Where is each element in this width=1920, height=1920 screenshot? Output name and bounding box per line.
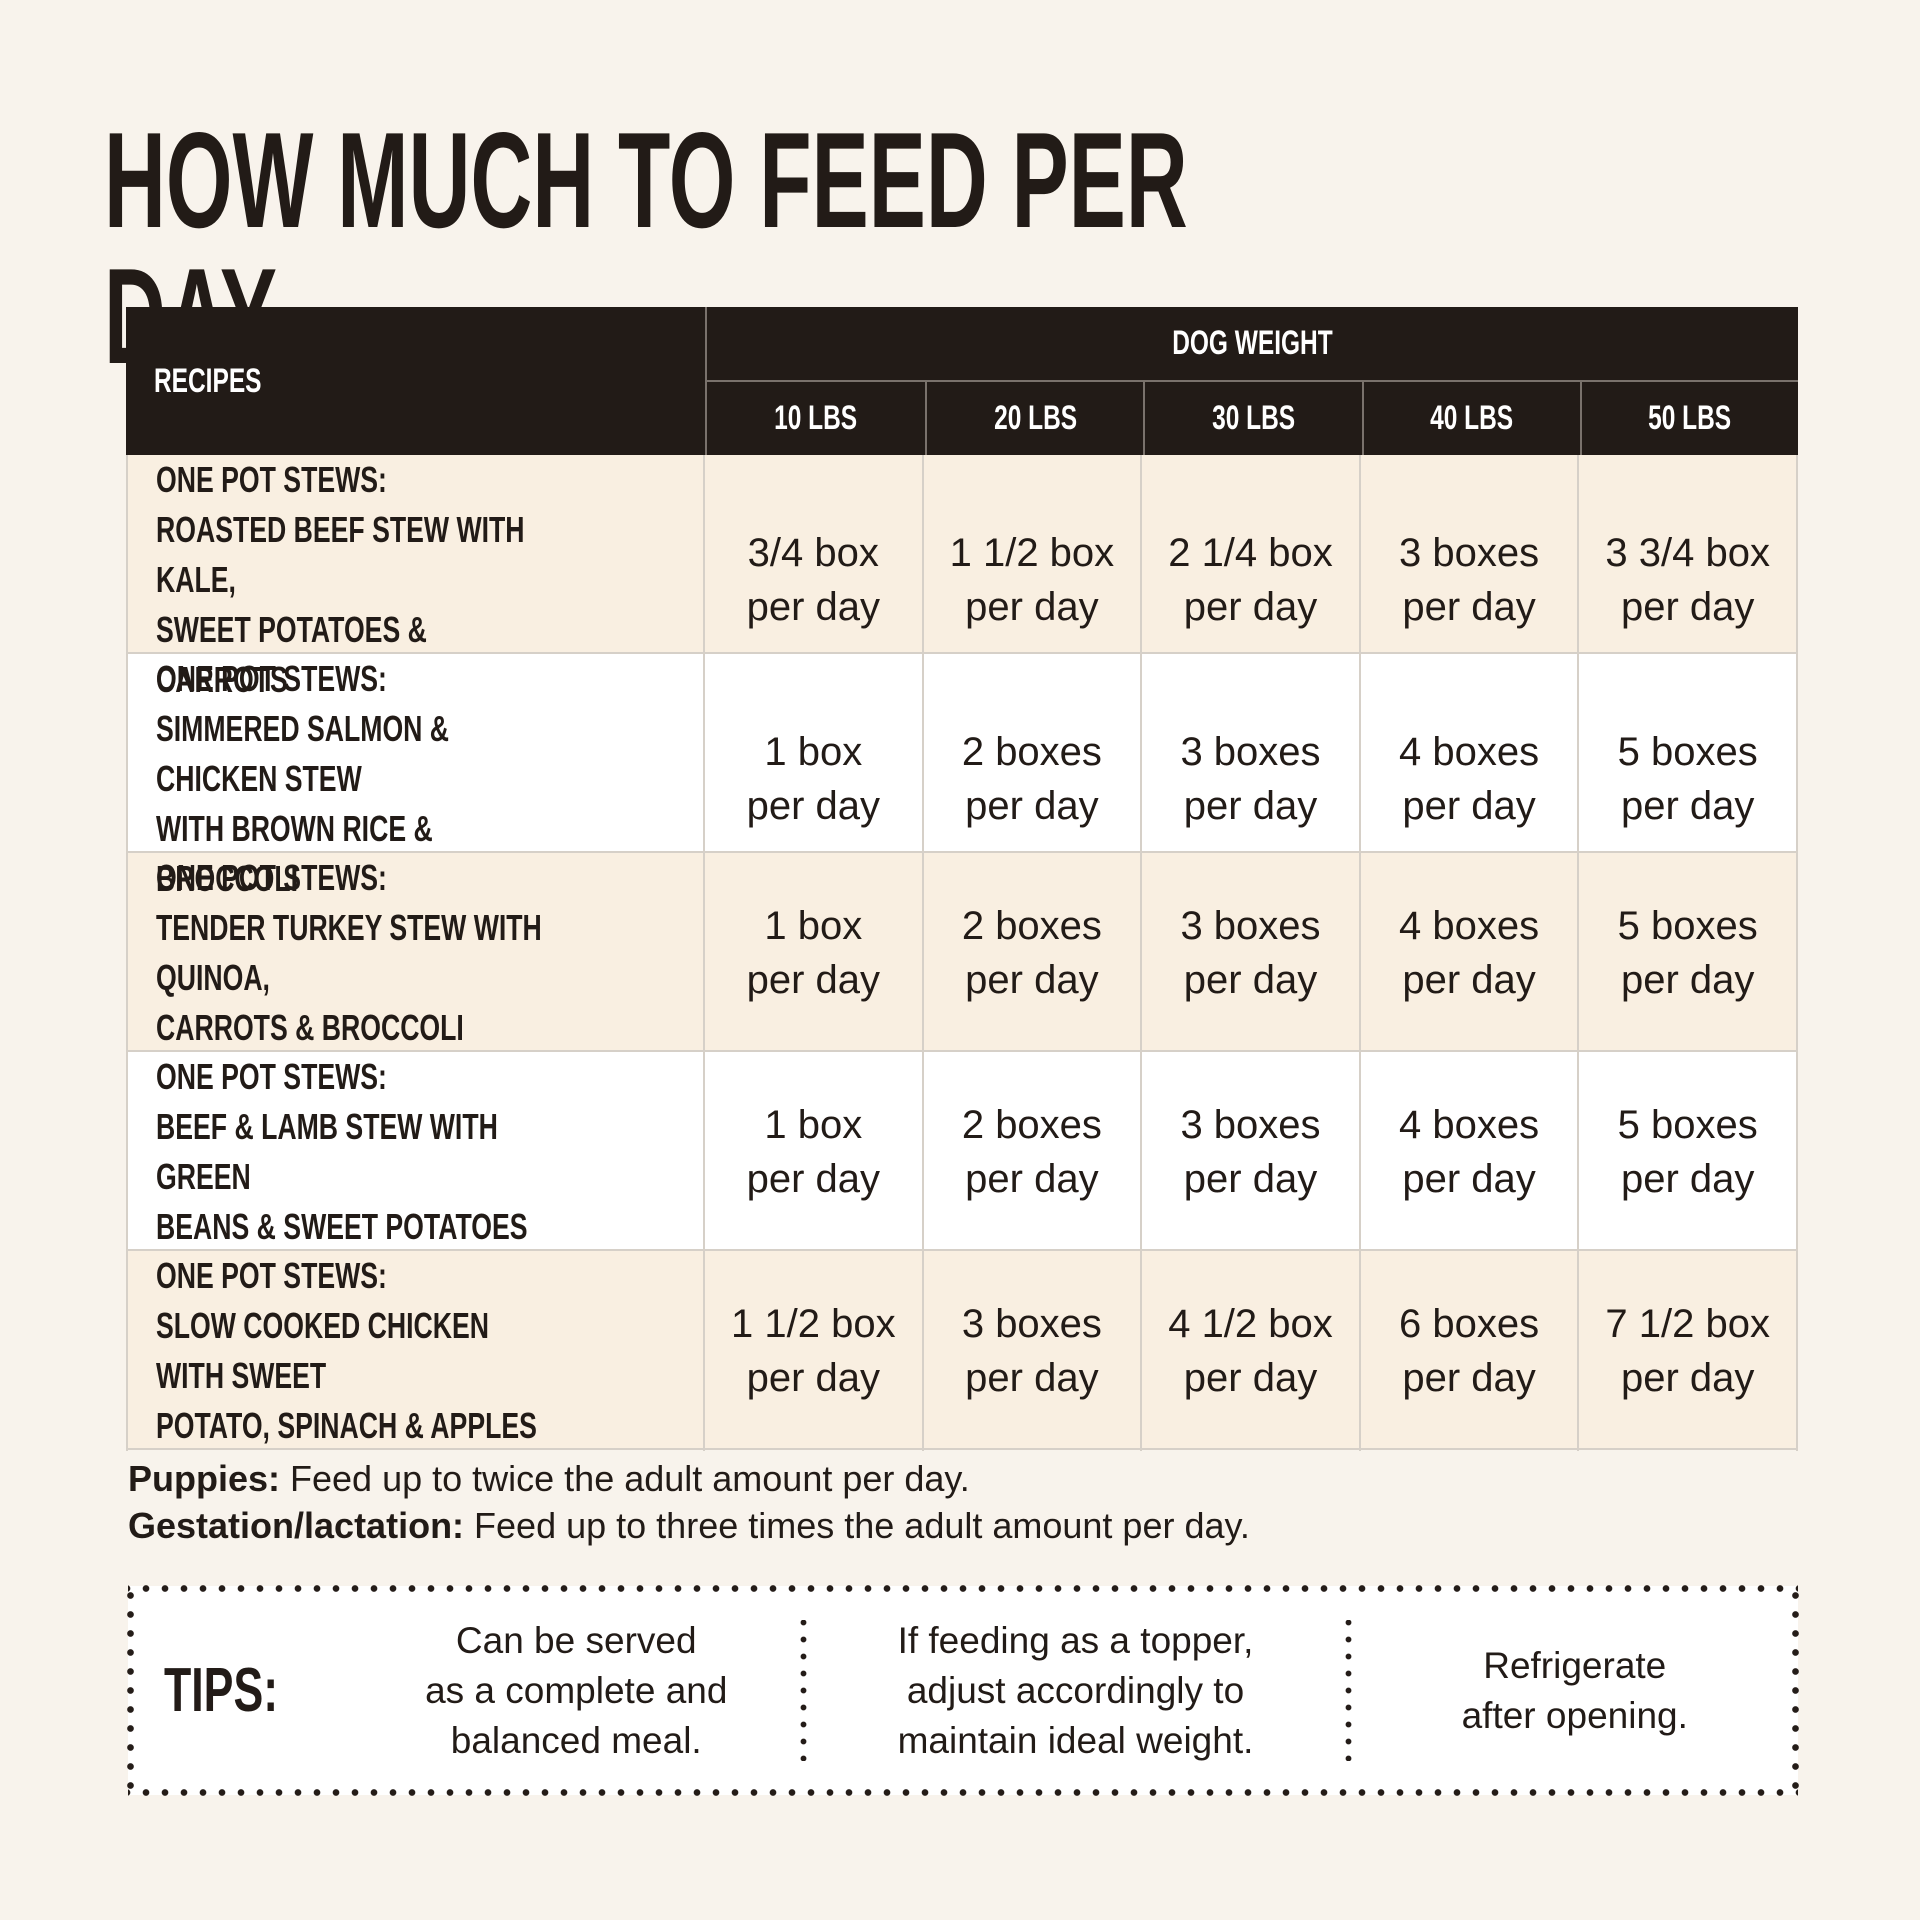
- weight-col-header-20lbs: 20 LBS: [925, 382, 1143, 455]
- value-cell: 1 1/2 box per day: [705, 1251, 924, 1451]
- table-header: RECIPES DOG WEIGHT 10 LBS 20 LBS 30 LBS …: [126, 307, 1798, 455]
- value-cell: 4 boxes per day: [1361, 654, 1580, 904]
- value-cell: 2 boxes per day: [924, 654, 1143, 904]
- note-gestation: Gestation/lactation: Feed up to three ti…: [128, 1502, 1250, 1549]
- value-cell: 4 1/2 box per day: [1142, 1251, 1361, 1451]
- value-cell: 6 boxes per day: [1361, 1251, 1580, 1451]
- tips-content: TIPS: Can be served as a complete and ba…: [128, 1586, 1798, 1795]
- dog-weight-group: DOG WEIGHT 10 LBS 20 LBS 30 LBS 40 LBS 5…: [705, 307, 1798, 455]
- table-row: ONE POT STEWS: TENDER TURKEY STEW WITH Q…: [126, 853, 1798, 1053]
- value-cell: 4 boxes per day: [1361, 853, 1580, 1053]
- table-row: ONE POT STEWS: BEEF & LAMB STEW WITH GRE…: [126, 1052, 1798, 1252]
- note-gestation-label: Gestation/lactation:: [128, 1505, 465, 1546]
- weight-col-header-30lbs: 30 LBS: [1143, 382, 1361, 455]
- note-puppies-label: Puppies:: [128, 1458, 281, 1499]
- value-cell: 3 boxes per day: [1142, 654, 1361, 904]
- tip-topper: If feeding as a topper, adjust according…: [897, 1619, 1254, 1761]
- feeding-notes: Puppies: Feed up to twice the adult amou…: [128, 1455, 1250, 1549]
- dotted-border-right: [1792, 1586, 1799, 1795]
- weight-column-headers: 10 LBS 20 LBS 30 LBS 40 LBS 50 LBS: [707, 382, 1798, 455]
- dotted-border-left: [127, 1586, 134, 1795]
- note-puppies-text: Feed up to twice the adult amount per da…: [280, 1458, 970, 1499]
- value-cell: 2 1/4 box per day: [1142, 455, 1361, 705]
- weight-col-header-40lbs: 40 LBS: [1361, 382, 1580, 455]
- dotted-border-bottom: [128, 1789, 1798, 1796]
- tips-divider: [799, 1620, 807, 1761]
- value-cell: 5 boxes per day: [1579, 1052, 1798, 1252]
- recipes-column-header: RECIPES: [154, 361, 262, 400]
- value-cell: 3 boxes per day: [1361, 455, 1580, 705]
- value-cell: 7 1/2 box per day: [1579, 1251, 1798, 1451]
- recipe-cell: ONE POT STEWS: BEEF & LAMB STEW WITH GRE…: [126, 1052, 705, 1252]
- value-cell: 3 boxes per day: [924, 1251, 1143, 1451]
- value-cell: 1 1/2 box per day: [924, 455, 1143, 705]
- tips-label: TIPS:: [164, 1656, 279, 1725]
- value-cell: 3/4 box per day: [705, 455, 924, 705]
- dog-weight-group-header: DOG WEIGHT: [707, 307, 1798, 382]
- value-cell: 1 box per day: [705, 1052, 924, 1252]
- tip-complete-meal: Can be served as a complete and balanced…: [425, 1619, 728, 1761]
- value-cell: 2 boxes per day: [924, 853, 1143, 1053]
- value-cell: 5 boxes per day: [1579, 853, 1798, 1053]
- recipe-cell: ONE POT STEWS: SLOW COOKED CHICKEN WITH …: [126, 1251, 705, 1451]
- value-cell: 3 boxes per day: [1142, 1052, 1361, 1252]
- value-cell: 2 boxes per day: [924, 1052, 1143, 1252]
- note-gestation-text: Feed up to three times the adult amount …: [464, 1505, 1250, 1546]
- tips-box: TIPS: Can be served as a complete and ba…: [127, 1585, 1799, 1796]
- note-puppies: Puppies: Feed up to twice the adult amou…: [128, 1455, 1250, 1502]
- value-cell: 1 box per day: [705, 853, 924, 1053]
- dotted-border-top: [128, 1585, 1798, 1592]
- value-cell: 3 boxes per day: [1142, 853, 1361, 1053]
- table-row: ONE POT STEWS: ROASTED BEEF STEW WITH KA…: [126, 455, 1798, 705]
- table-row: ONE POT STEWS: SLOW COOKED CHICKEN WITH …: [126, 1251, 1798, 1451]
- feeding-table: RECIPES DOG WEIGHT 10 LBS 20 LBS 30 LBS …: [126, 307, 1798, 1451]
- recipe-cell: ONE POT STEWS: SIMMERED SALMON & CHICKEN…: [126, 654, 705, 904]
- recipe-cell: ONE POT STEWS: TENDER TURKEY STEW WITH Q…: [126, 853, 705, 1053]
- value-cell: 3 3/4 box per day: [1579, 455, 1798, 705]
- weight-col-header-10lbs: 10 LBS: [774, 399, 858, 437]
- table-row: ONE POT STEWS: SIMMERED SALMON & CHICKEN…: [126, 654, 1798, 904]
- recipe-cell: ONE POT STEWS: ROASTED BEEF STEW WITH KA…: [126, 455, 705, 705]
- weight-col-header-50lbs: 50 LBS: [1579, 382, 1798, 455]
- tip-refrigerate: Refrigerate after opening.: [1461, 1644, 1688, 1736]
- value-cell: 1 box per day: [705, 654, 924, 904]
- value-cell: 5 boxes per day: [1579, 654, 1798, 904]
- value-cell: 4 boxes per day: [1361, 1052, 1580, 1252]
- tips-divider: [1344, 1620, 1352, 1761]
